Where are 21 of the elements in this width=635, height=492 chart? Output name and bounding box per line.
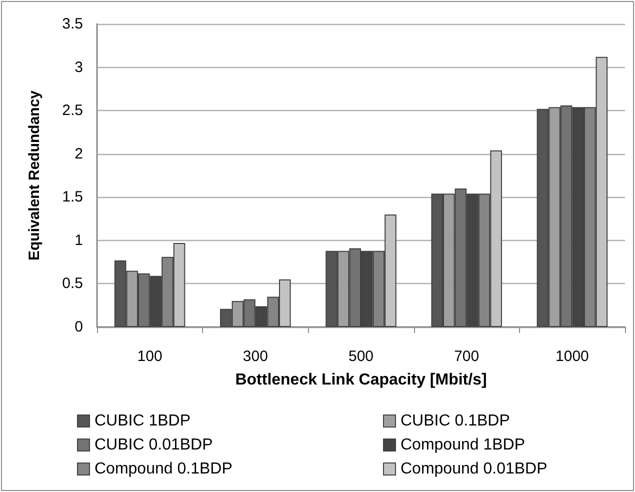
y-tick-label: 3 [74, 58, 83, 76]
y-axis-title: Equivalent Redundancy [26, 90, 43, 261]
legend-label: Compound 1BDP [400, 436, 526, 454]
y-tick-label: 0 [74, 318, 83, 336]
x-axis-title: Bottleneck Link Capacity [Mbit/s] [235, 372, 487, 388]
x-tick-label: 300 [242, 348, 268, 365]
y-tick-label: 0.5 [62, 275, 83, 292]
y-tick-label: 2.5 [62, 102, 83, 120]
legend-label: Compound 0.01BDP [400, 460, 548, 478]
legend-label: CUBIC 0.01BDP [94, 436, 213, 454]
legend-label: CUBIC 0.1BDP [400, 412, 510, 430]
y-tick-label: 3.5 [62, 16, 83, 32]
y-tick-label: 1 [74, 232, 83, 249]
x-tick-label: 700 [454, 348, 480, 365]
legend-label: Compound 0.1BDP [94, 460, 232, 478]
x-tick-label: 500 [348, 348, 374, 365]
y-tick-label: 1.5 [62, 188, 83, 206]
y-tick-label: 2 [74, 145, 83, 162]
x-tick-label: 1000 [556, 348, 589, 365]
x-tick-label: 100 [137, 348, 162, 365]
legend-label: CUBIC 1BDP [94, 412, 191, 430]
